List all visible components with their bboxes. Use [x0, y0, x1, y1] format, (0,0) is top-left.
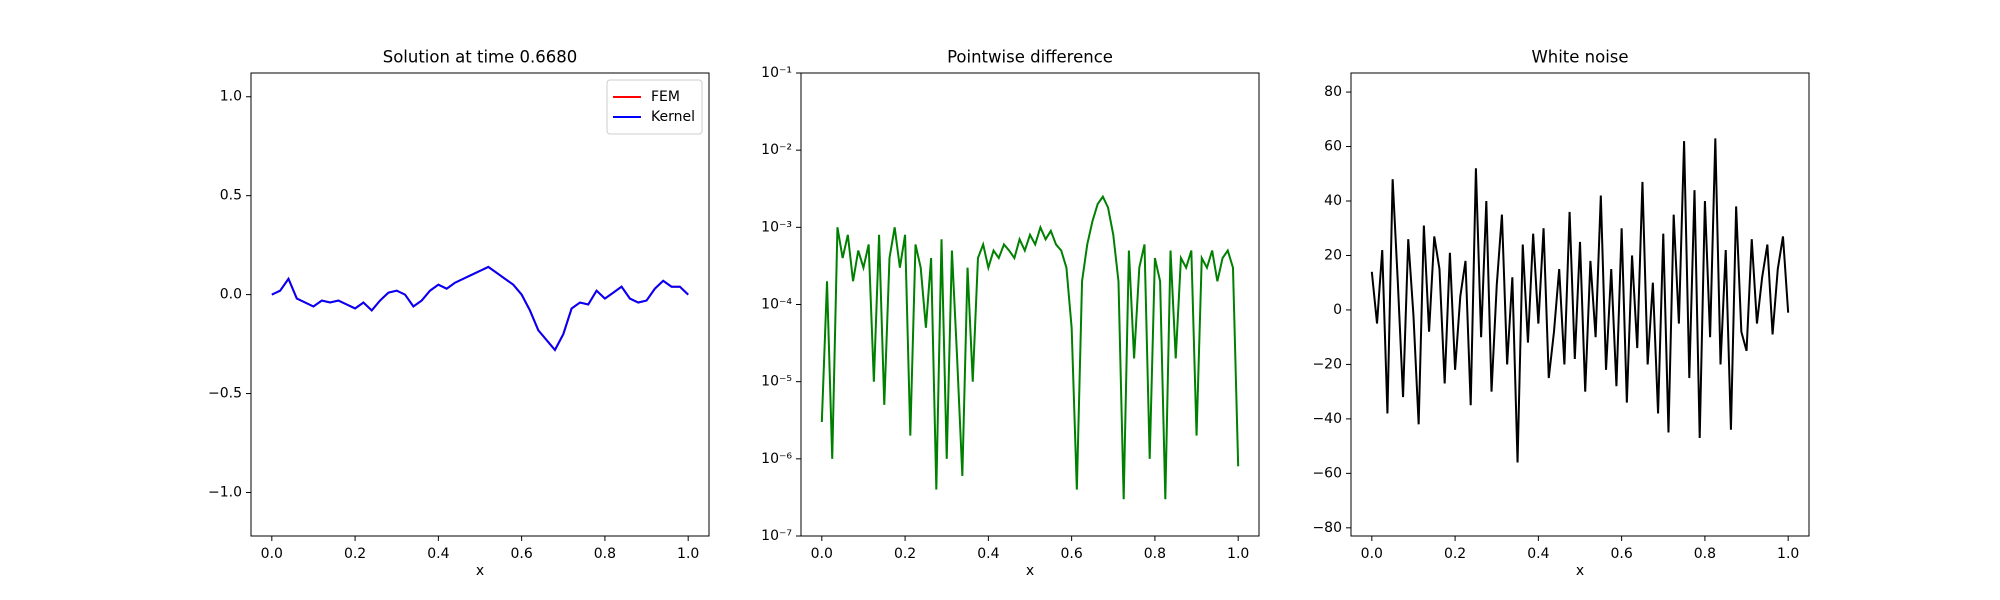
x-tick-label: 1.0: [1777, 546, 1799, 562]
y-tick-label: 10⁻⁶: [761, 451, 792, 467]
x-tick-label: 0.8: [1694, 546, 1716, 562]
chart-title: Pointwise difference: [947, 48, 1113, 67]
y-tick-label: 40: [1324, 193, 1342, 209]
y-tick-label: 20: [1324, 247, 1342, 263]
y-tick-label: 10⁻²: [761, 142, 792, 158]
y-tick-label: −20: [1312, 356, 1342, 372]
x-tick-label: 0.2: [344, 546, 366, 562]
series-line: [820, 194, 1240, 500]
x-axis-label: x: [476, 563, 484, 579]
x-tick-label: 0.4: [427, 546, 449, 562]
x-tick-label: 0.8: [594, 546, 616, 562]
plot-frame: [1350, 72, 1810, 537]
y-tick-label: −60: [1312, 465, 1342, 481]
x-tick-label: 0.6: [1611, 546, 1633, 562]
x-tick-label: 0.0: [811, 546, 833, 562]
y-tick-label: 10⁻⁷: [761, 528, 792, 544]
y-tick-label: 0: [1333, 302, 1342, 318]
x-tick-label: 0.0: [261, 546, 283, 562]
legend-box: [606, 79, 703, 135]
y-tick-label: 80: [1324, 84, 1342, 100]
x-tick-label: 0.2: [894, 546, 916, 562]
y-tick-label: −0.5: [208, 386, 242, 402]
x-axis-label: x: [1026, 563, 1034, 579]
legend-label: Kernel: [651, 109, 695, 125]
y-tick-label: −40: [1312, 411, 1342, 427]
x-tick-label: 0.4: [1527, 546, 1549, 562]
y-tick-label: 0.0: [220, 287, 242, 303]
series-line: [271, 265, 689, 352]
chart-title: White noise: [1531, 48, 1628, 67]
x-tick-label: 0.6: [1061, 546, 1083, 562]
plot-frame: [800, 72, 1260, 537]
y-tick-label: −1.0: [208, 484, 242, 500]
y-tick-label: 10⁻¹: [761, 65, 792, 81]
y-tick-label: 0.5: [220, 188, 242, 204]
series-line: [271, 265, 689, 352]
y-tick-label: 10⁻⁴: [761, 297, 792, 313]
x-tick-label: 1.0: [1227, 546, 1249, 562]
y-tick-label: 10⁻⁵: [761, 374, 792, 390]
x-tick-label: 1.0: [677, 546, 699, 562]
plot-frame: [250, 72, 710, 537]
x-tick-label: 0.2: [1444, 546, 1466, 562]
x-tick-label: 0.6: [511, 546, 533, 562]
y-tick-label: 1.0: [220, 89, 242, 105]
y-tick-label: 60: [1324, 139, 1342, 155]
y-tick-label: 10⁻³: [761, 219, 792, 235]
legend-label: FEM: [651, 89, 680, 105]
chart-title: Solution at time 0.6680: [383, 48, 578, 67]
x-tick-label: 0.4: [977, 546, 999, 562]
y-tick-label: −80: [1312, 520, 1342, 536]
series-line: [1370, 138, 1790, 463]
x-tick-label: 0.8: [1144, 546, 1166, 562]
x-axis-label: x: [1576, 563, 1584, 579]
x-tick-label: 0.0: [1361, 546, 1383, 562]
